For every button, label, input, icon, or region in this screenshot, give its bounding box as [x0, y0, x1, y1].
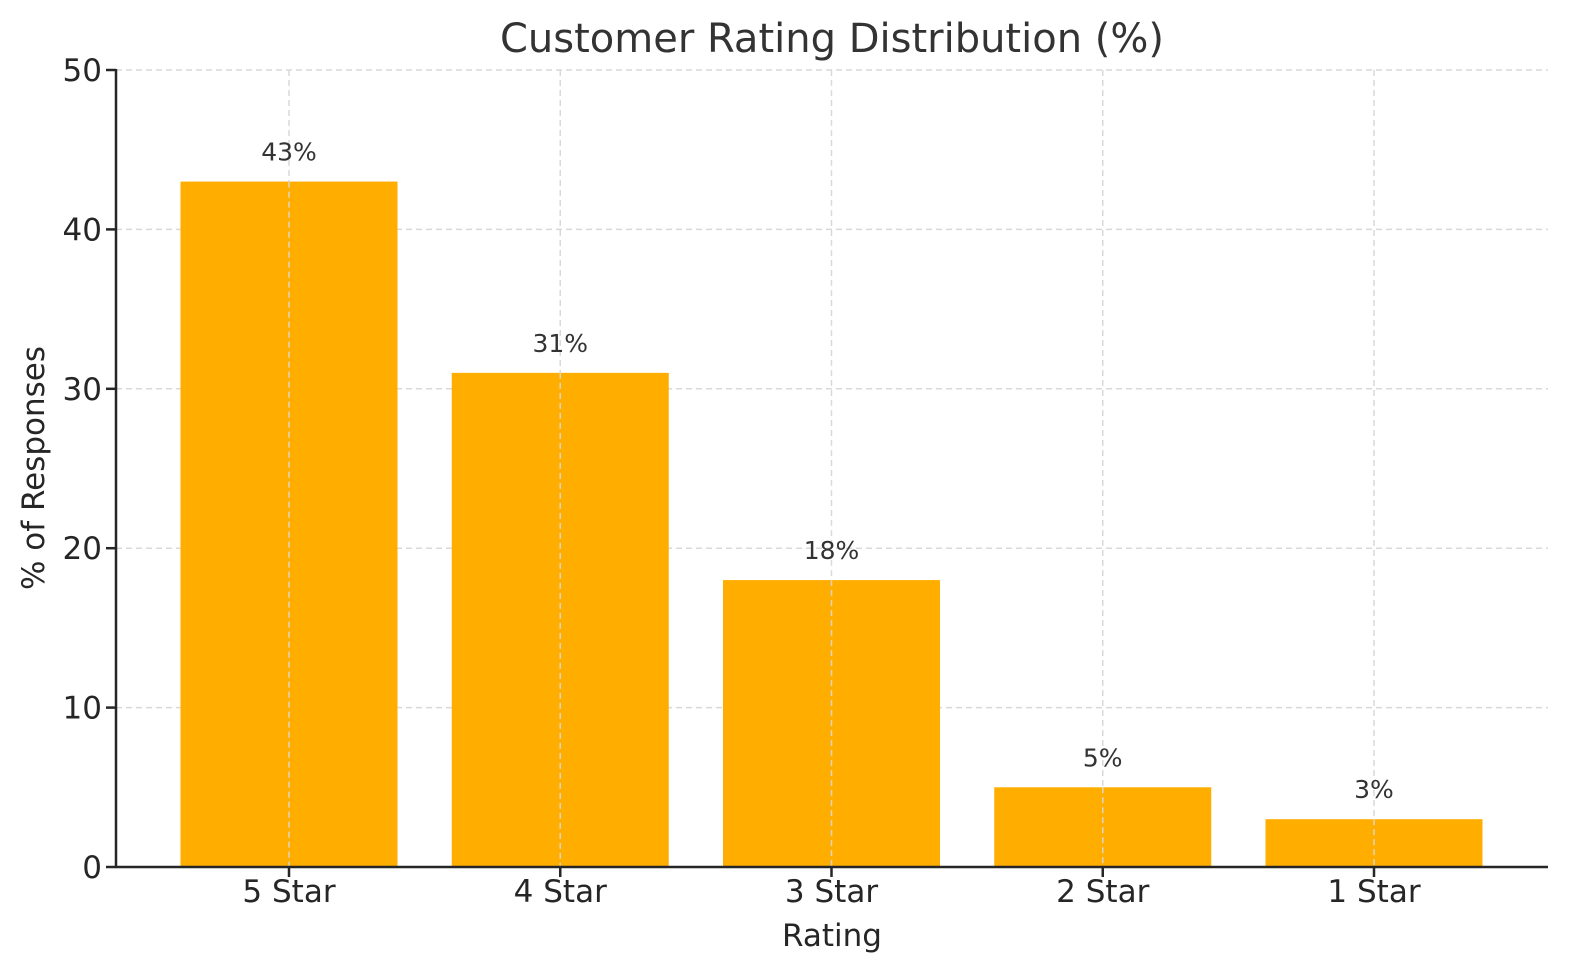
y-tick-label: 30 — [63, 372, 102, 408]
bars — [180, 181, 1483, 867]
data-label: 5% — [1083, 743, 1123, 772]
y-tick-label: 20 — [63, 531, 102, 567]
y-tick-label: 40 — [63, 212, 102, 248]
data-label: 43% — [261, 138, 317, 167]
x-tick-label: 1 Star — [1327, 874, 1420, 910]
y-tick-label: 50 — [63, 53, 102, 89]
x-tick-label: 4 Star — [514, 874, 607, 910]
y-axis-label: % of Responses — [16, 346, 52, 590]
data-label: 18% — [804, 536, 860, 565]
x-tick-label: 3 Star — [785, 874, 878, 910]
x-tick-label: 2 Star — [1056, 874, 1149, 910]
data-label: 31% — [532, 329, 588, 358]
x-tick-label: 5 Star — [242, 874, 335, 910]
x-axis-label: Rating — [782, 918, 882, 954]
y-axis-ticks: 0 10 20 30 40 50 — [63, 53, 116, 886]
data-labels: 43% 31% 18% 5% 3% — [261, 138, 1394, 805]
y-tick-label: 0 — [82, 850, 102, 886]
y-tick-label: 10 — [63, 691, 102, 727]
data-label: 3% — [1354, 775, 1394, 804]
x-axis-ticks: 5 Star 4 Star 3 Star 2 Star 1 Star — [242, 867, 1421, 910]
chart-title: Customer Rating Distribution (%) — [500, 16, 1164, 62]
